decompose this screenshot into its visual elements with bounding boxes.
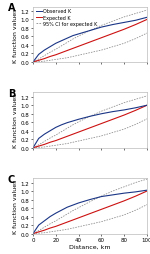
Y-axis label: K function values: K function values [13,179,18,233]
Y-axis label: K function values: K function values [13,93,18,148]
Y-axis label: K function values: K function values [13,8,18,62]
Legend: Observed K, Expected K, 95% CI for expected K: Observed K, Expected K, 95% CI for expec… [35,9,98,27]
Text: C: C [8,174,15,184]
X-axis label: Distance, km: Distance, km [69,244,111,249]
Text: B: B [8,89,15,99]
Text: A: A [8,3,15,13]
